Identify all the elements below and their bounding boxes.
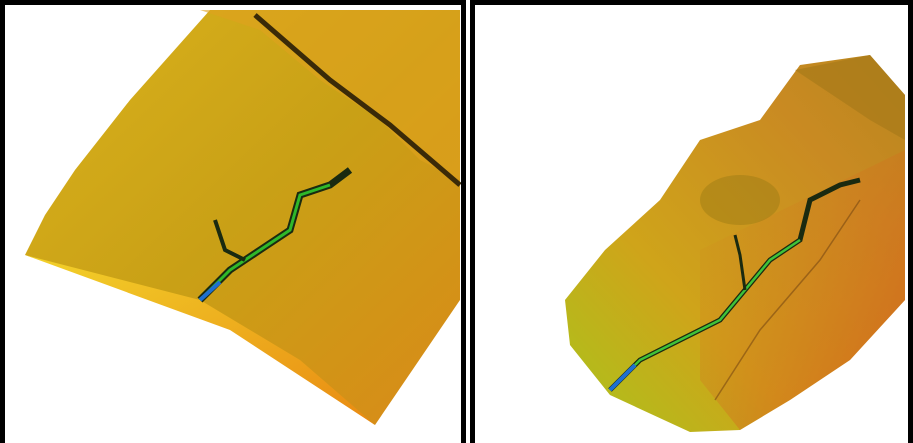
right-panel [470,0,913,443]
terrain-comparison [0,0,913,443]
left-panel [0,0,466,443]
hill-shade [700,175,780,225]
